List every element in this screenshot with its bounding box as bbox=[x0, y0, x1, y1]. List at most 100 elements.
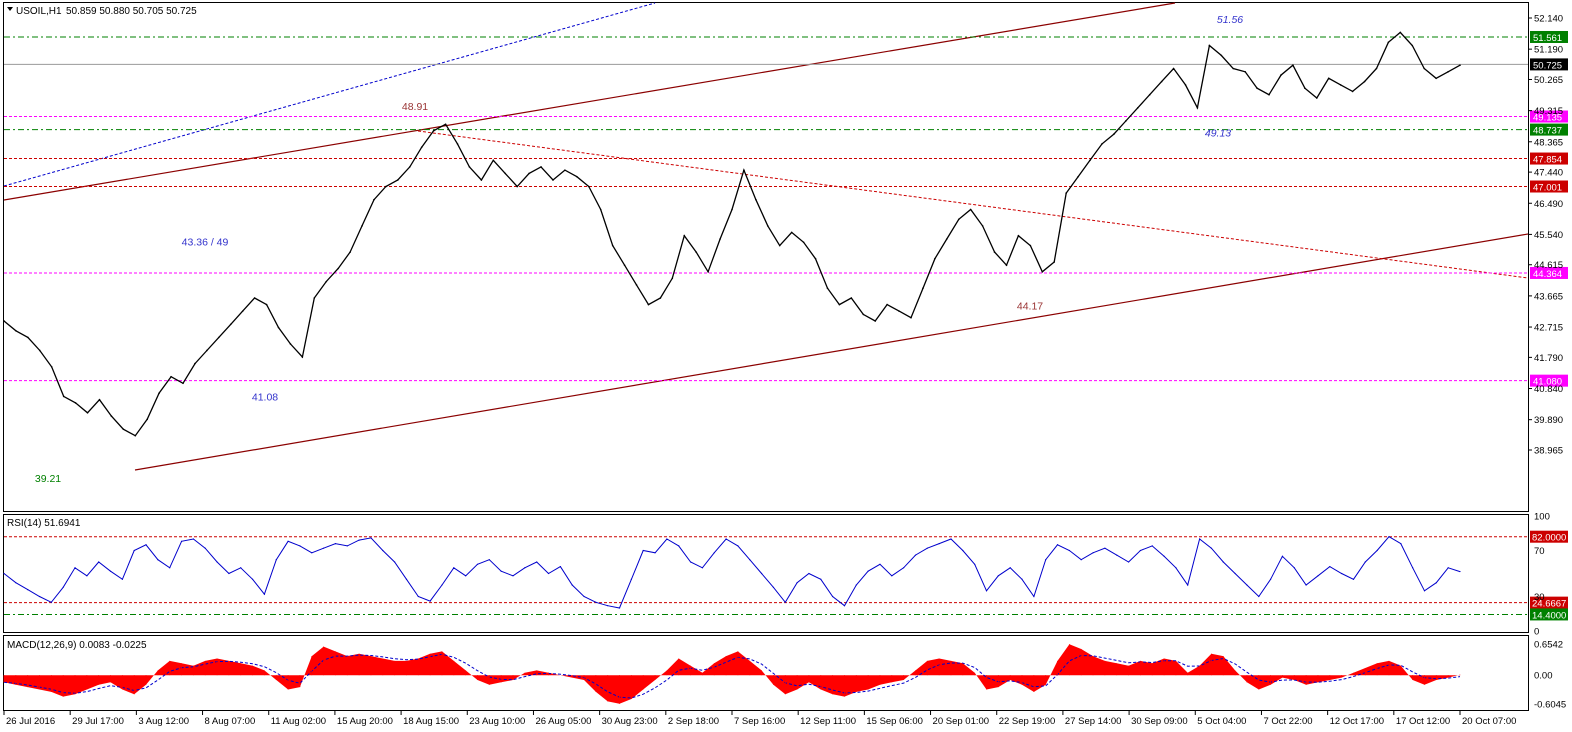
macd-bar bbox=[1128, 665, 1129, 676]
price-point bbox=[587, 185, 590, 188]
time-tick-label: 29 Jul 17:00 bbox=[72, 716, 124, 727]
macd-bar bbox=[287, 675, 289, 690]
rsi-level-tag bbox=[1530, 608, 1568, 621]
axis-labels: 52.140 51.190 50.265 49.315 48.365 47.440 46.4… bbox=[3, 14, 1566, 727]
current-price-tag bbox=[1530, 58, 1568, 71]
price-point bbox=[158, 392, 160, 394]
macd-bar bbox=[1353, 672, 1354, 676]
rsi-series-line[interactable] bbox=[3, 536, 1461, 609]
macd-tick-label: -0.6045 bbox=[1534, 700, 1566, 711]
rsi-point bbox=[843, 605, 846, 607]
rsi-point bbox=[1092, 552, 1094, 554]
rsi-point bbox=[607, 605, 609, 607]
macd-bar bbox=[465, 670, 467, 676]
macd-bar bbox=[204, 660, 206, 676]
rsi-point bbox=[524, 567, 526, 569]
macd-bar bbox=[619, 675, 620, 704]
rsi-point bbox=[216, 561, 218, 563]
rsi-point bbox=[547, 572, 550, 575]
macd-signal-line[interactable] bbox=[3, 653, 1461, 699]
ohlc-label: 50.859 50.880 50.705 50.725 bbox=[66, 6, 197, 17]
price-point bbox=[778, 244, 781, 247]
rsi-point bbox=[145, 544, 147, 546]
macd-bar bbox=[986, 675, 987, 690]
rsi-point bbox=[1127, 561, 1130, 563]
price-point bbox=[910, 316, 912, 319]
rsi-point bbox=[855, 584, 857, 586]
rsi-point bbox=[689, 561, 692, 563]
macd-bar bbox=[844, 675, 845, 697]
macd-bar bbox=[749, 660, 751, 676]
rsi-level-tag bbox=[1530, 596, 1568, 609]
macd-bar bbox=[110, 675, 111, 683]
macd-bar bbox=[1282, 675, 1283, 678]
price-point bbox=[790, 231, 793, 234]
rsi-point bbox=[15, 582, 17, 584]
macd-bar bbox=[181, 663, 182, 676]
macd-bar bbox=[1400, 665, 1402, 676]
rsi-tick-label: 0 bbox=[1534, 627, 1539, 638]
price-point bbox=[707, 270, 709, 273]
macd-bar bbox=[133, 675, 135, 695]
price-point bbox=[1411, 44, 1414, 47]
macd-bar bbox=[228, 660, 230, 676]
price-point bbox=[850, 297, 853, 299]
rsi-point bbox=[1045, 559, 1047, 561]
price-point bbox=[552, 179, 554, 181]
price-point bbox=[325, 280, 328, 283]
price-tick-label: 49.315 bbox=[1534, 106, 1563, 117]
price-point bbox=[731, 208, 733, 211]
rsi-point bbox=[808, 572, 810, 575]
price-point bbox=[134, 434, 137, 437]
macd-bar bbox=[595, 675, 597, 692]
time-tick-label: 8 Aug 07:00 bbox=[205, 716, 256, 727]
macd-bar bbox=[27, 675, 29, 688]
price-point bbox=[946, 238, 948, 240]
time-tick-label: 18 Aug 15:00 bbox=[403, 716, 459, 727]
price-point bbox=[898, 310, 900, 312]
trend-line-dotted[interactable] bbox=[3, 2, 656, 187]
macd-bar bbox=[157, 670, 159, 676]
rsi-point bbox=[133, 549, 135, 552]
macd-bar bbox=[1293, 675, 1295, 680]
macd-bar bbox=[275, 675, 277, 680]
price-point bbox=[802, 241, 805, 244]
dropdown-triangle-icon[interactable] bbox=[7, 7, 13, 11]
price-tick-label: 51.190 bbox=[1534, 45, 1563, 56]
macd-bar bbox=[453, 660, 455, 676]
macd-bar bbox=[39, 675, 40, 690]
macd-bar bbox=[1045, 675, 1047, 685]
macd-histogram[interactable] bbox=[4, 644, 1460, 704]
price-tick-label: 43.665 bbox=[1534, 291, 1563, 302]
rsi-point bbox=[1139, 549, 1141, 552]
channel-upper-line[interactable] bbox=[3, 2, 1176, 201]
macd-bar bbox=[536, 670, 538, 676]
rsi-point bbox=[642, 549, 644, 552]
price-chart: 51.561 49.135 48.737 47.854 47.001 44.364 41.0… bbox=[3, 2, 1568, 485]
price-point bbox=[993, 251, 996, 253]
macd-bar bbox=[477, 675, 478, 680]
macd-bar bbox=[512, 675, 514, 680]
price-point bbox=[194, 362, 196, 365]
price-point bbox=[1280, 74, 1282, 76]
rsi-point bbox=[275, 559, 277, 561]
macd-tick-label: 0.6542 bbox=[1534, 640, 1563, 651]
macd-bar bbox=[1033, 675, 1035, 692]
macd-bar bbox=[1435, 675, 1437, 680]
rsi-point bbox=[476, 563, 479, 565]
price-annotation: 51.56 bbox=[1217, 14, 1243, 26]
rsi-point bbox=[1341, 572, 1343, 575]
price-annotation: 49.13 bbox=[1205, 128, 1231, 140]
resistance-trend-line[interactable] bbox=[417, 130, 1529, 279]
price-point bbox=[182, 382, 184, 385]
macd-bar bbox=[299, 675, 301, 688]
time-tick-label: 30 Aug 23:00 bbox=[602, 716, 658, 727]
macd-bar bbox=[761, 670, 762, 676]
rsi-header: RSI(14) 51.6941 bbox=[7, 518, 81, 529]
macd-bar bbox=[1329, 675, 1331, 680]
rsi-point bbox=[962, 549, 964, 552]
price-tick-label: 48.365 bbox=[1534, 137, 1563, 148]
price-point bbox=[755, 198, 757, 201]
rsi-point bbox=[346, 545, 348, 547]
